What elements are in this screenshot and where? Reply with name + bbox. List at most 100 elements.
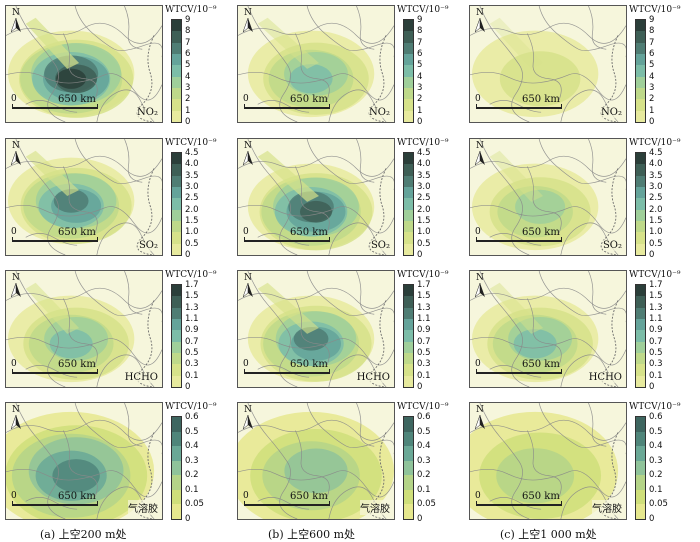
north-arrow-icon [475,415,485,430]
colorbar-tick-label: 0.1 [417,370,431,381]
colorbar-tick-label: 0.4 [185,441,199,452]
colorbar-tick-label: 3.0 [417,182,431,192]
panel-r2-c1: N 0 650 km SO₂ WTCV/10⁻⁹ 4.5 4.0 3.5 3.0 2.5 2.0 1.… [5,138,235,260]
colorbar-cell [636,353,645,365]
colorbar-tick-label: 4 [649,71,655,82]
boundary-line [124,139,143,183]
boundary-line [294,298,330,366]
boundary-line [238,22,394,44]
colorbar-tick-label: 0.05 [649,499,668,510]
north-arrow-icon [11,151,21,166]
boundary-line [25,233,78,246]
colorbar-legend: WTCV/10⁻⁹ 0.6 0.5 0.4 0.3 0.2 0.1 0.05 0 [629,402,699,523]
species-label: HCHO [124,372,158,383]
panel-r1-c2: N 0 650 km NO₂ WTCV/10⁻⁹ 9 8 7 6 5 4 3 2 1 0 [237,5,467,127]
scale-distance-label: 650 km [58,359,96,370]
colorbar-tick-label: 1.3 [417,302,431,313]
panel-r4-c3: N 0 650 km 气溶胶 WTCV/10⁻⁹ 0.6 0.5 0.4 0.3 0.2 0.1 0.… [469,402,699,524]
colorbar-cell [404,341,413,354]
boundary-line [15,139,66,255]
colorbar-cell [172,330,181,343]
colorbar-unit: WTCV/10⁻⁹ [165,270,217,280]
colorbar-cell [404,209,413,222]
colorbar-tick-label: 4.5 [649,148,663,158]
coastline [600,300,619,387]
boundary-line [62,166,98,234]
panel-r2-c3: N 0 650 km SO₂ WTCV/10⁻⁹ 4.5 4.0 3.5 3.0 2.5 2.0 1.… [469,138,699,260]
colorbar-cell [404,504,413,520]
boundary-line [74,6,162,58]
panel-r4-c1: N 0 650 km 气溶胶 WTCV/10⁻⁹ 0.6 0.5 0.4 0.3 0.2 0.1 0.… [5,402,235,524]
scale-bar [244,104,330,109]
colorbar-tick-label: 0.05 [417,499,436,510]
colorbar-tick-label: 0.5 [185,348,199,358]
colorbar-tick-label: 0.05 [185,499,204,510]
colorbar-cell [404,475,413,491]
north-label: N [244,8,252,18]
colorbar-cell [404,431,413,447]
species-label: HCHO [356,372,390,383]
scale-bar [244,369,330,374]
north-arrow-icon [243,415,253,430]
species-label: SO₂ [602,240,622,251]
scale-bar [12,104,98,109]
colorbar [403,284,414,388]
colorbar-tick-label: 1 [417,105,423,116]
colorbar-legend: WTCV/10⁻⁹ 9 8 7 6 5 4 3 2 1 0 [165,5,235,126]
colorbar-cell [404,364,413,377]
colorbar-cell [172,99,181,112]
colorbar-cell [404,375,413,388]
colorbar-cell [172,76,181,89]
species-label: SO₂ [138,240,158,251]
colorbar-unit: WTCV/10⁻⁹ [629,402,681,412]
colorbar-unit: WTCV/10⁻⁹ [165,5,217,15]
colorbar-tick-label: 5 [417,60,423,71]
colorbar-legend: WTCV/10⁻⁹ 0.6 0.5 0.4 0.3 0.2 0.1 0.05 0 [165,402,235,523]
panel-r1-c1: N 0 650 km NO₂ WTCV/10⁻⁹ 9 8 7 6 5 4 3 2 1 0 [5,5,235,127]
concentration-map [6,271,162,387]
boundary-line [25,100,78,113]
plume-layer [513,329,557,359]
colorbar-tick-label: 1.7 [649,280,663,290]
colorbar-tick-label: 2 [185,94,191,105]
boundary-line [538,403,626,455]
concentration-map [238,403,394,519]
colorbar-cell [172,88,181,100]
colorbar-tick-label: 0.6 [417,412,431,422]
scale-bar [476,237,562,242]
colorbar-cell [404,232,413,245]
coastline [136,168,155,255]
colorbar-cell [404,42,413,55]
colorbar-tick-label: 9 [417,15,423,25]
scale-zero-label: 0 [475,227,481,237]
colorbar-tick-label: 0.1 [649,484,663,495]
concentration-map [6,6,162,122]
map-frame: N 0 650 km NO₂ [469,5,627,123]
colorbar-tick-label: 3.5 [417,170,431,181]
boundary-line [247,139,298,255]
scale-bar [12,501,98,506]
colorbar-tick-label: 0.3 [649,359,663,370]
colorbar-tick-label: 1.0 [417,227,431,238]
north-label: N [476,8,484,18]
boundary-line [15,6,66,122]
colorbar-cell [172,460,181,476]
colorbar-cell [172,296,181,309]
boundary-line [257,365,310,378]
colorbar [635,416,646,520]
boundary-line [74,139,162,191]
boundary-line [257,497,310,510]
panel-r3-c2: N 0 650 km HCHO WTCV/10⁻⁹ 1.7 1.5 1.3 1.1 0.9 0.7 0… [237,270,467,392]
boundary-line [257,100,310,113]
colorbar-tick-label: 0.6 [649,412,663,422]
colorbar-legend: WTCV/10⁻⁹ 0.6 0.5 0.4 0.3 0.2 0.1 0.05 0 [397,402,467,523]
colorbar-tick-label: 4.5 [417,148,431,158]
colorbar-cell [172,198,181,211]
colorbar-cell [404,319,413,331]
concentration-map [470,6,626,122]
colorbar-cell [404,54,413,66]
colorbar-tick-label: 3 [185,83,191,93]
colorbar-cell [404,446,413,462]
boundary-line [238,287,394,309]
coastline [600,35,619,122]
